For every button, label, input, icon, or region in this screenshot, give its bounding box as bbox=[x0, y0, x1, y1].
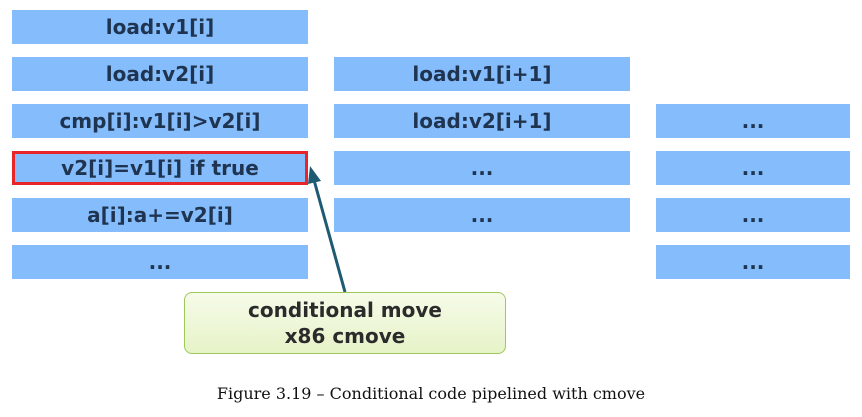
instr-ellipsis-col3: ... bbox=[656, 198, 850, 232]
instr-ellipsis-col2: ... bbox=[334, 198, 630, 232]
instr-accumulate: a[i]:a+=v2[i] bbox=[12, 198, 308, 232]
instr-ellipsis-col3: ... bbox=[656, 151, 850, 185]
instr-load-v1: load:v1[i] bbox=[12, 10, 308, 44]
figure-caption: Figure 3.19 – Conditional code pipelined… bbox=[216, 384, 646, 403]
instr-ellipsis-col3: ... bbox=[656, 104, 850, 138]
arrow-head bbox=[308, 166, 321, 184]
instr-ellipsis-col2: ... bbox=[334, 151, 630, 185]
cmove-callout: conditional move x86 cmove bbox=[184, 292, 506, 354]
instr-ellipsis-col3: ... bbox=[656, 245, 850, 279]
arrow-line bbox=[312, 179, 347, 293]
callout-line-2: x86 cmove bbox=[284, 324, 406, 348]
instr-cmp: cmp[i]:v1[i]>v2[i] bbox=[12, 104, 308, 138]
instr-ellipsis-col1: ... bbox=[12, 245, 308, 279]
instr-cmove-highlighted: v2[i]=v1[i] if true bbox=[12, 151, 308, 185]
callout-line-1: conditional move bbox=[248, 298, 442, 322]
instr-load-v1-next: load:v1[i+1] bbox=[334, 57, 630, 91]
instr-load-v2: load:v2[i] bbox=[12, 57, 308, 91]
instr-load-v2-next: load:v2[i+1] bbox=[334, 104, 630, 138]
